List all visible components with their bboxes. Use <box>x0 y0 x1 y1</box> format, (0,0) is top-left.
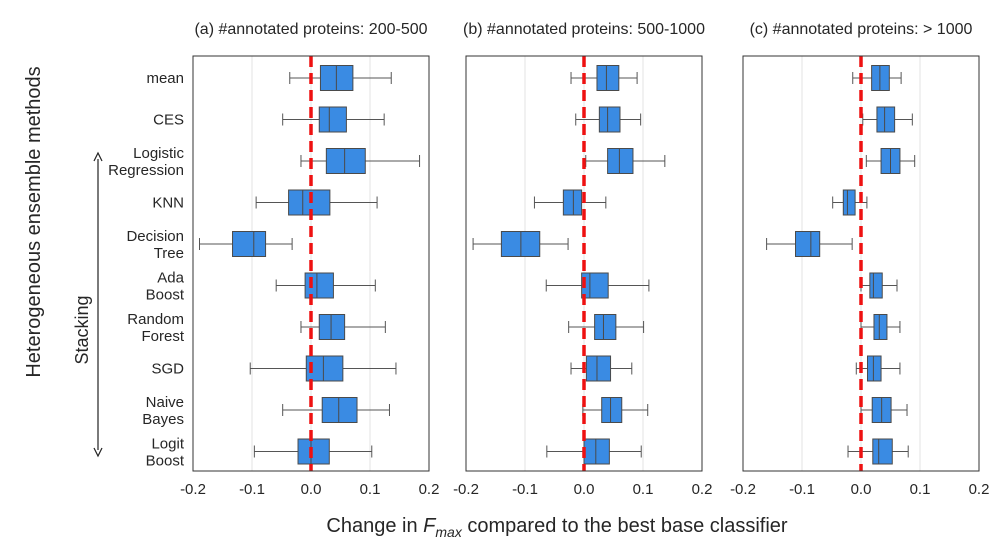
box <box>232 231 267 257</box>
box <box>598 106 621 133</box>
category-label: Boost <box>146 287 185 304</box>
box <box>297 438 330 465</box>
box <box>873 314 888 340</box>
box <box>321 397 358 423</box>
x-tick-label: 0.2 <box>692 481 713 498</box>
panel-frame <box>465 55 703 472</box>
y-axis-label: Heterogeneous ensemble methods <box>23 66 45 377</box>
box <box>869 272 883 299</box>
category-label: Decision <box>126 228 184 245</box>
category-label: KNN <box>152 195 184 212</box>
category-label: Random <box>127 311 184 328</box>
category-label: Boost <box>146 453 185 470</box>
x-axis-label: Change in Fmax compared to the best base… <box>326 515 787 540</box>
x-tick-label: 0.1 <box>910 481 931 498</box>
category-label: SGD <box>151 361 184 378</box>
box <box>872 438 893 465</box>
box <box>581 272 609 299</box>
box <box>601 397 623 423</box>
box <box>866 355 882 382</box>
box <box>795 231 821 257</box>
box <box>876 106 896 133</box>
panel-title: (c) #annotated proteins: > 1000 <box>750 21 973 38</box>
x-tick-label: -0.2 <box>180 481 206 498</box>
x-tick-label: -0.2 <box>453 481 479 498</box>
box <box>318 106 347 133</box>
box <box>607 148 634 174</box>
panel-title: (b) #annotated proteins: 500-1000 <box>463 21 705 38</box>
box <box>562 189 583 216</box>
box <box>871 65 890 91</box>
category-label: Logistic <box>133 145 184 162</box>
x-tick-label: -0.2 <box>730 481 756 498</box>
box <box>288 189 331 216</box>
box <box>583 438 610 465</box>
panel-frame <box>742 55 980 472</box>
x-tick-label: 0.0 <box>574 481 595 498</box>
stacking-label: Stacking <box>72 295 92 364</box>
category-label: Regression <box>108 162 184 179</box>
category-label: CES <box>153 112 184 129</box>
x-tick-label: 0.1 <box>360 481 381 498</box>
category-label: Bayes <box>142 411 184 428</box>
box <box>325 148 366 174</box>
x-tick-label: -0.1 <box>239 481 265 498</box>
x-tick-label: 0.1 <box>633 481 654 498</box>
category-label: Forest <box>141 328 184 345</box>
panel-frame <box>192 55 430 472</box>
x-tick-label: 0.0 <box>851 481 872 498</box>
category-label: Logit <box>151 436 184 453</box>
box <box>318 314 346 340</box>
category-label: mean <box>146 70 184 87</box>
box <box>585 355 612 382</box>
arrowhead-down <box>93 447 103 458</box>
x-tick-label: -0.1 <box>789 481 815 498</box>
arrowhead-up <box>93 151 103 162</box>
box <box>594 314 617 340</box>
x-tick-label: 0.0 <box>301 481 322 498</box>
panel-title: (a) #annotated proteins: 200-500 <box>194 21 427 38</box>
x-tick-label: -0.1 <box>512 481 538 498</box>
category-label: Tree <box>154 245 184 262</box>
category-label: Ada <box>157 270 184 287</box>
box <box>596 65 620 91</box>
x-tick-label: 0.2 <box>969 481 990 498</box>
box <box>842 189 856 216</box>
x-tick-label: 0.2 <box>419 481 440 498</box>
category-label: Naive <box>146 394 184 411</box>
